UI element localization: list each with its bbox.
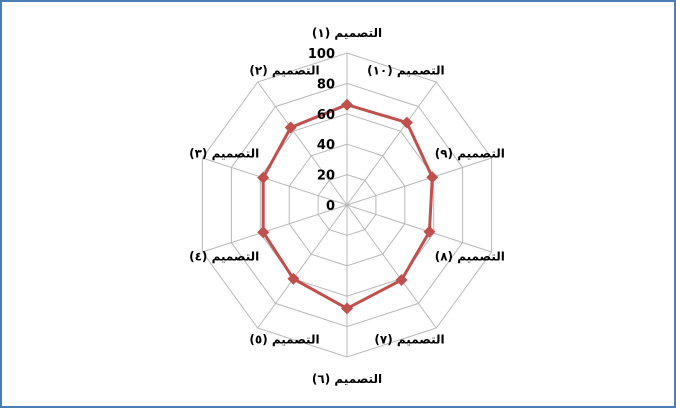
category-label: التصميم (٢): [249, 64, 319, 78]
category-label: التصميم (٤): [189, 249, 259, 263]
category-label: التصميم (٩): [435, 147, 505, 161]
category-label: التصميم (٧): [374, 332, 444, 346]
data-point: [287, 272, 300, 285]
tick-label: 100: [308, 47, 335, 62]
tick-label: 60: [317, 108, 335, 123]
data-point: [395, 274, 408, 286]
data-point: [341, 98, 353, 111]
grid-spoke: [346, 204, 437, 329]
category-label: التصميم (١٠): [367, 64, 445, 78]
data-point: [400, 116, 413, 129]
grid-spoke: [346, 204, 492, 253]
category-label: التصميم (٥): [249, 332, 319, 346]
data-point: [426, 171, 439, 184]
tick-label: 0: [326, 199, 335, 214]
data-point: [284, 121, 297, 134]
tick-label: 80: [317, 77, 335, 92]
category-label: التصميم (٦): [312, 372, 382, 386]
tick-label: 20: [317, 169, 335, 184]
data-point: [257, 226, 270, 239]
category-label: التصميم (١): [312, 26, 382, 40]
grid-spoke: [202, 204, 348, 253]
grid-spoke: [346, 157, 492, 206]
grid-spoke: [257, 204, 348, 329]
category-label: التصميم (٨): [435, 249, 505, 263]
category-label: التصميم (٣): [189, 147, 259, 161]
data-point: [423, 225, 436, 238]
radar-grid: [201, 52, 493, 358]
grid-spoke: [202, 157, 348, 206]
series-group: [257, 98, 439, 315]
data-point: [257, 171, 270, 184]
data-point: [341, 302, 353, 315]
tick-label: 40: [317, 138, 335, 153]
grid-spoke: [346, 81, 437, 206]
grid-spoke: [257, 81, 348, 206]
